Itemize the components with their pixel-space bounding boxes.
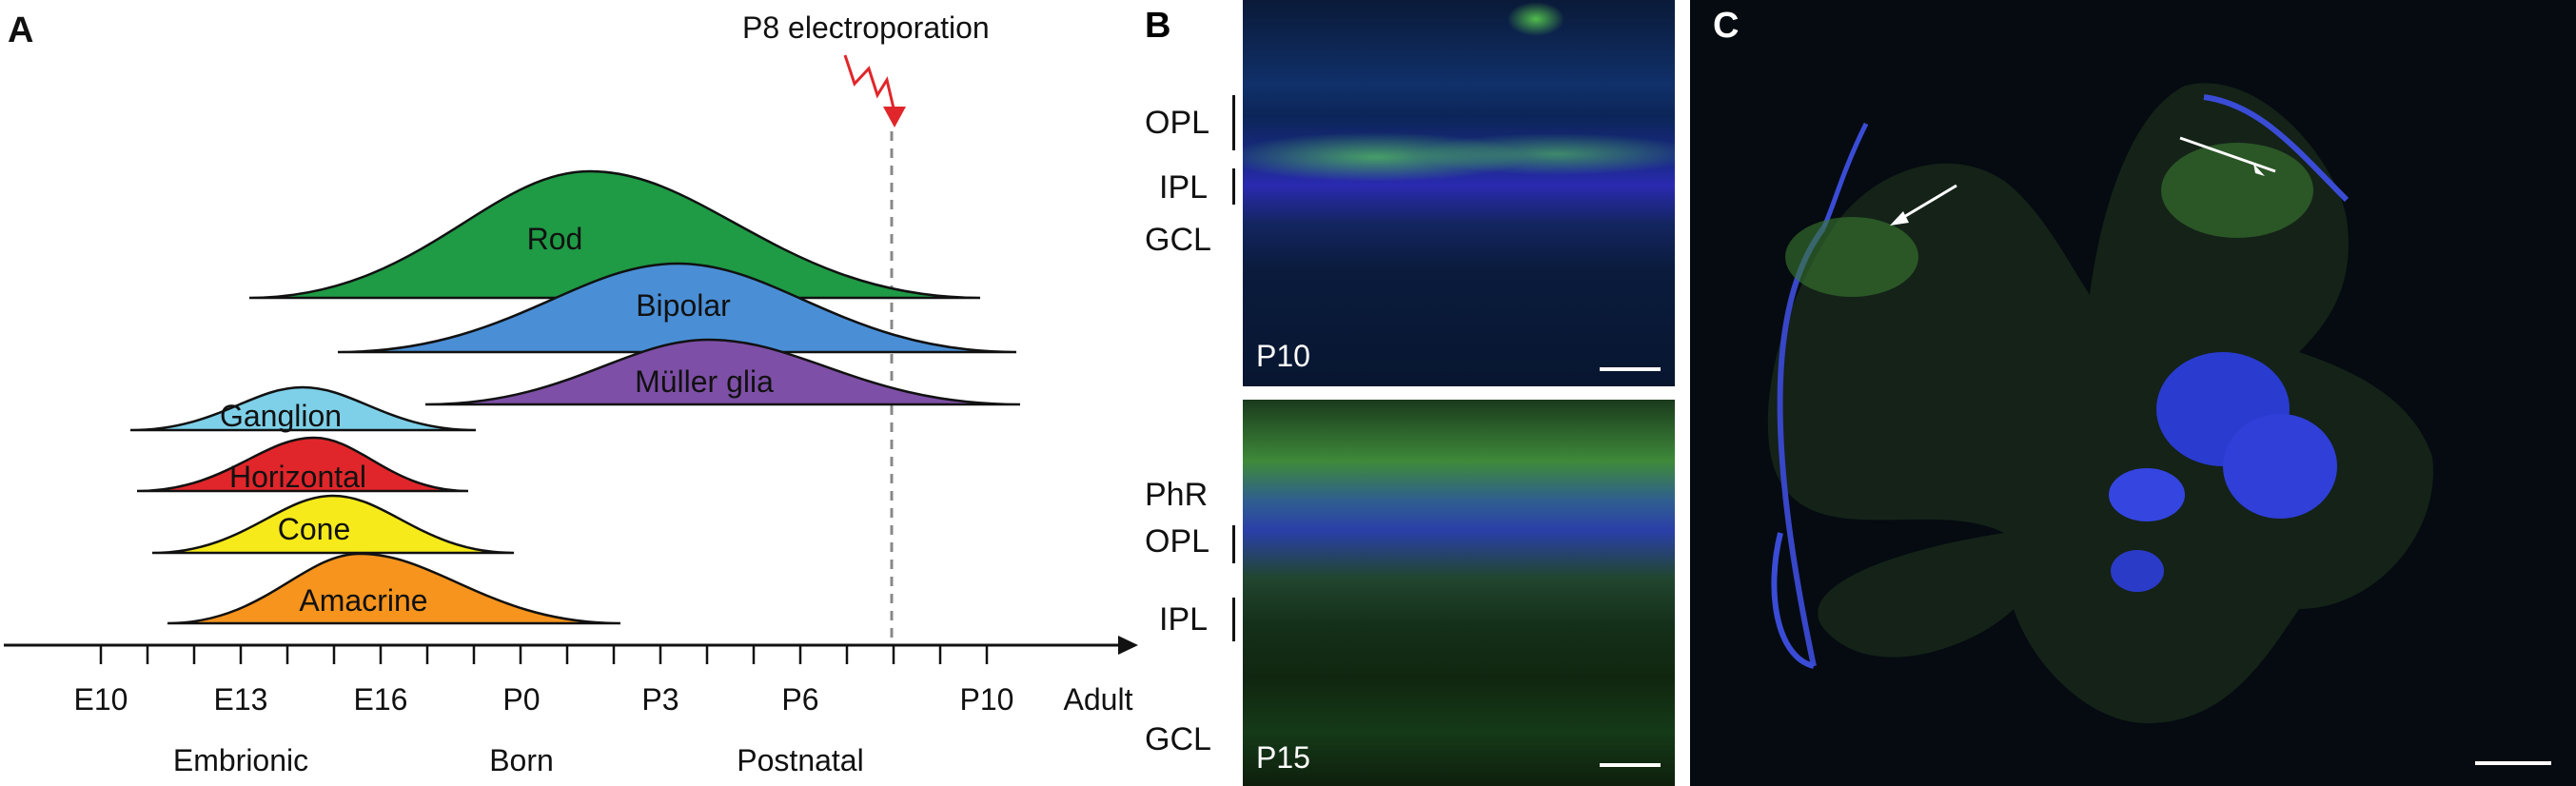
lightning-bolt-icon (843, 54, 896, 113)
tick-adult: Adult (1064, 682, 1133, 717)
layer-label-gcl-p10: GCL (1145, 222, 1211, 258)
curve-label-m-ller-glia: Müller glia (635, 364, 774, 399)
period-embrionic: Embrionic (173, 743, 308, 777)
curve-label-amacrine: Amacrine (299, 583, 427, 618)
arrow-left (1897, 184, 1957, 223)
curve-rod (248, 169, 981, 300)
time-axis-arrow-icon (1118, 636, 1138, 655)
curve-m-ller-glia (424, 338, 1021, 406)
curve-horizontal (136, 436, 469, 493)
flatmount-retina (1767, 83, 2433, 724)
arrowhead-left-icon (1890, 211, 1909, 226)
micrograph-flatmount: C (1690, 0, 2576, 786)
layer-label-ipl-p10: IPL (1159, 169, 1209, 206)
micrograph-p15: P15 (1243, 400, 1675, 786)
tick-e10: E10 (74, 682, 128, 717)
curve-cone (151, 494, 515, 555)
curve-label-rod: Rod (527, 222, 583, 256)
layer-label-ipl-p15: IPL (1159, 601, 1209, 638)
layer-label-phr-p15: PhR (1145, 477, 1209, 513)
electroporation-label: P8 electroporation (742, 10, 990, 45)
panel-letter-b: B (1145, 6, 1171, 46)
curve-bipolar (337, 262, 1017, 354)
layer-label-opl-p15: OPL (1145, 523, 1210, 560)
arrowhead-right-icon (2253, 164, 2265, 176)
arrowhead-icon (883, 107, 906, 128)
tick-p3: P3 (641, 682, 678, 717)
curve-amacrine (167, 552, 621, 625)
scale-bar-flatmount (2475, 761, 2551, 765)
arrow-right (2179, 136, 2276, 173)
tick-e16: E16 (354, 682, 408, 717)
layer-label-opl-p10: OPL (1145, 105, 1210, 141)
layer-bar-ipl-p10 (1232, 168, 1235, 205)
tick-p10: P10 (960, 682, 1014, 717)
axis-ticks (99, 645, 989, 664)
layer-bar-opl-p10 (1232, 95, 1235, 150)
scale-bar-p15 (1600, 763, 1661, 767)
tick-p0: P0 (502, 682, 540, 717)
curve-label-bipolar: Bipolar (636, 288, 731, 323)
panel-letter-c: C (1713, 6, 1740, 46)
layer-bar-opl-p15 (1232, 525, 1235, 563)
panel-letter-a: A (8, 10, 33, 50)
cell-type-curves: Rod Bipolar Müller glia Ganglion Horizontal C… (129, 169, 1021, 625)
curve-label-cone: Cone (278, 512, 351, 546)
tick-p6: P6 (781, 682, 818, 717)
curve-label-ganglion: Ganglion (220, 399, 342, 433)
layer-bar-ipl-p15 (1232, 598, 1235, 641)
curve-label-horizontal: Horizontal (229, 460, 366, 494)
curve-ganglion (129, 385, 477, 432)
birth-timeline-diagram: A P8 electroporation Rod Bipolar Müller gl… (4, 10, 1138, 777)
tick-e13: E13 (214, 682, 268, 717)
period-born: Born (489, 743, 554, 777)
age-label-p10: P10 (1256, 339, 1310, 373)
scale-bar-p10 (1600, 367, 1661, 371)
period-postnatal: Postnatal (737, 743, 863, 777)
layer-label-gcl-p15: GCL (1145, 721, 1211, 757)
age-label-p15: P15 (1256, 740, 1310, 775)
micrograph-p10: P10 (1243, 0, 1675, 386)
